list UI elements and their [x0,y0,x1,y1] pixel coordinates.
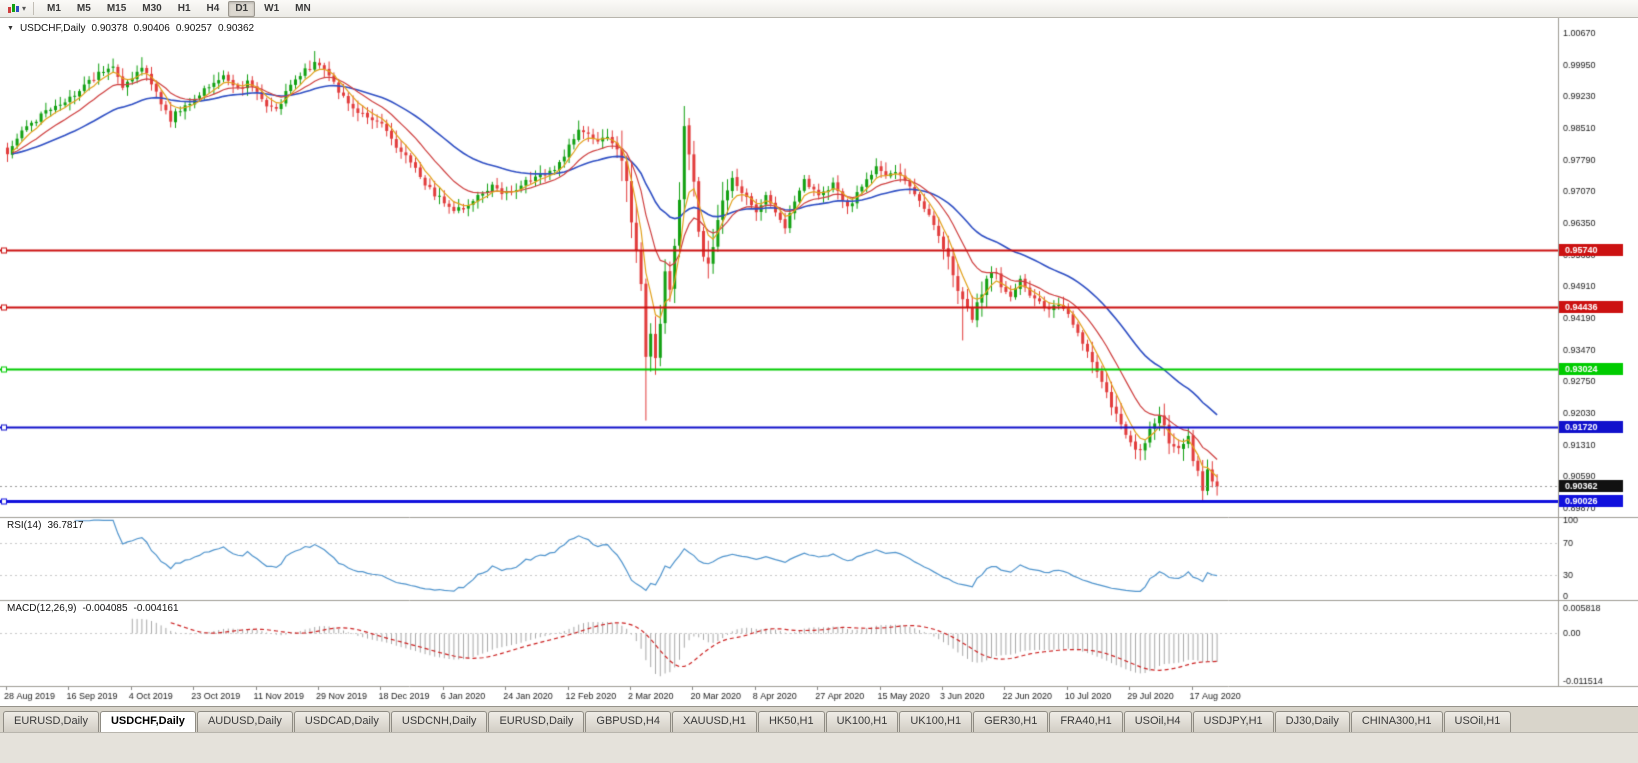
ohlc-close: 0.90362 [217,23,255,34]
chart-ohlc-label: ▼ USDCHF,Daily 0.90378 0.90406 0.90257 0… [7,23,254,34]
rsi-value: 36.7817 [47,520,84,531]
chart-tab-eurusd-daily[interactable]: EURUSD,Daily [488,711,585,732]
chart-tab-uk100-h1[interactable]: UK100,H1 [825,711,899,732]
chart-tab-audusd-daily[interactable]: AUDUSD,Daily [196,711,293,732]
chart-tab-hk50-h1[interactable]: HK50,H1 [757,711,825,732]
macd-value1: -0.004085 [82,603,128,614]
chart-tab-usoil-h1[interactable]: USOil,H1 [1443,711,1512,732]
macd-indicator-label: MACD(12,26,9) -0.004085 -0.004161 [7,603,179,614]
chart-tab-usdcad-daily[interactable]: USDCAD,Daily [293,711,390,732]
ohlc-high: 0.90406 [133,23,170,34]
chart-tab-usdcnh-daily[interactable]: USDCNH,Daily [390,711,488,732]
timeframe-m1[interactable]: M1 [47,2,61,14]
timeframe-h4[interactable]: H4 [206,2,220,14]
chart-tab-usdjpy-h1[interactable]: USDJPY,H1 [1192,711,1274,732]
chart-tab-eurusd-daily[interactable]: EURUSD,Daily [3,711,99,732]
chart-tab-fra40-h1[interactable]: FRA40,H1 [1049,711,1123,732]
rsi-name: RSI(14) [7,520,42,531]
timeframe-w1[interactable]: W1 [264,2,280,14]
timeframe-d1[interactable]: D1 [228,0,256,17]
chart-tab-gbpusd-h4[interactable]: GBPUSD,H4 [585,711,671,732]
timeframe-bar: M1 M5 M15 M30 H1 H4 D1 W1 MN [39,0,319,17]
chart-tab-xauusd-h1[interactable]: XAUUSD,H1 [671,711,757,732]
timeframe-toolbar: ▾ M1 M5 M15 M30 H1 H4 D1 W1 MN [0,0,1638,18]
symbol-name: USDCHF,Daily [19,23,86,34]
timeframe-m30[interactable]: M30 [142,2,162,14]
timeframe-m5[interactable]: M5 [76,2,91,14]
timeframe-m15[interactable]: M15 [106,2,127,14]
chart-tab-ger30-h1[interactable]: GER30,H1 [973,711,1049,732]
macd-value2: -0.004161 [133,603,179,614]
timeframe-mn[interactable]: MN [295,2,311,14]
chart-tab-usoil-h4[interactable]: USOil,H4 [1123,711,1192,732]
macd-name: MACD(12,26,9) [7,603,77,614]
status-bar [0,732,1638,763]
ohlc-open: 0.90378 [91,23,128,34]
candlestick-chart-icon [8,4,19,13]
price-chart-canvas[interactable] [0,18,1638,706]
timeframe-h1[interactable]: H1 [177,2,191,14]
charts-toolbar-button[interactable]: ▾ [3,1,30,16]
chart-tab-dj30-daily[interactable]: DJ30,Daily [1274,711,1350,732]
chart-tab-china300-h1[interactable]: CHINA300,H1 [1350,711,1443,732]
chart-tab-usdchf-daily[interactable]: USDCHF,Daily [99,711,196,732]
toolbar-separator [33,2,35,15]
ohlc-low: 0.90257 [175,23,212,34]
rsi-indicator-label: RSI(14) 36.7817 [7,520,84,531]
chart-tab-uk100-h1[interactable]: UK100,H1 [899,711,973,732]
chart-window: ▼ USDCHF,Daily 0.90378 0.90406 0.90257 0… [0,18,1638,706]
chevron-down-icon: ▾ [22,3,27,13]
chart-tabs-bar: EURUSD,Daily USDCHF,Daily AUDUSD,Daily USDC… [0,706,1638,732]
collapse-icon[interactable]: ▼ [7,25,14,32]
